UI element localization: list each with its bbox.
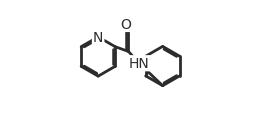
Text: O: O: [120, 18, 131, 32]
Text: N: N: [93, 31, 103, 44]
Text: HN: HN: [129, 57, 150, 71]
